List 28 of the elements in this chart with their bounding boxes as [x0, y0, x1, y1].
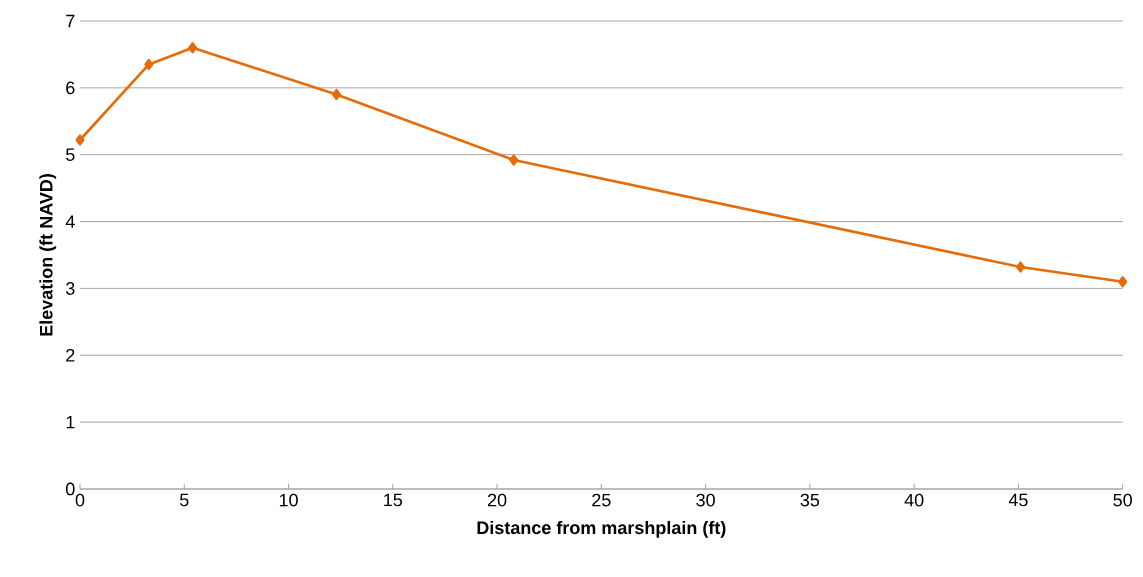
y-tick-label: 0: [66, 482, 75, 496]
y-tick-label: 7: [66, 14, 75, 28]
x-tick-label: 50: [1113, 493, 1132, 507]
x-tick-label: 5: [179, 493, 189, 507]
y-tick-label: 1: [66, 415, 75, 429]
x-tick-label: 25: [592, 493, 611, 507]
y-tick-label: 3: [65, 282, 75, 295]
point: [509, 154, 519, 166]
x-tick-label: 35: [800, 493, 820, 507]
x-tick-label: 40: [904, 493, 924, 507]
point: [75, 134, 85, 146]
point: [188, 42, 198, 54]
x-tick-label: 0: [75, 493, 85, 507]
y-tick-label: 6: [66, 81, 75, 95]
y-tick-label: 5: [66, 148, 75, 161]
y-tick-label: 2: [66, 348, 75, 362]
x-tick-label: 15: [384, 493, 403, 507]
x-tick-label: 20: [487, 493, 507, 507]
x-tick-label: 30: [696, 493, 715, 507]
x-tick-label: 45: [1008, 493, 1028, 507]
y-tick-label: 4: [65, 215, 75, 228]
x-tick-label: 10: [279, 493, 298, 507]
y-axis-title: Elevation (ft NAVD): [39, 174, 57, 336]
point: [144, 58, 154, 71]
point: [1015, 261, 1026, 273]
x-axis-title: Distance from marshplain (ft): [477, 520, 726, 538]
point: [331, 88, 342, 101]
point: [1118, 276, 1128, 288]
